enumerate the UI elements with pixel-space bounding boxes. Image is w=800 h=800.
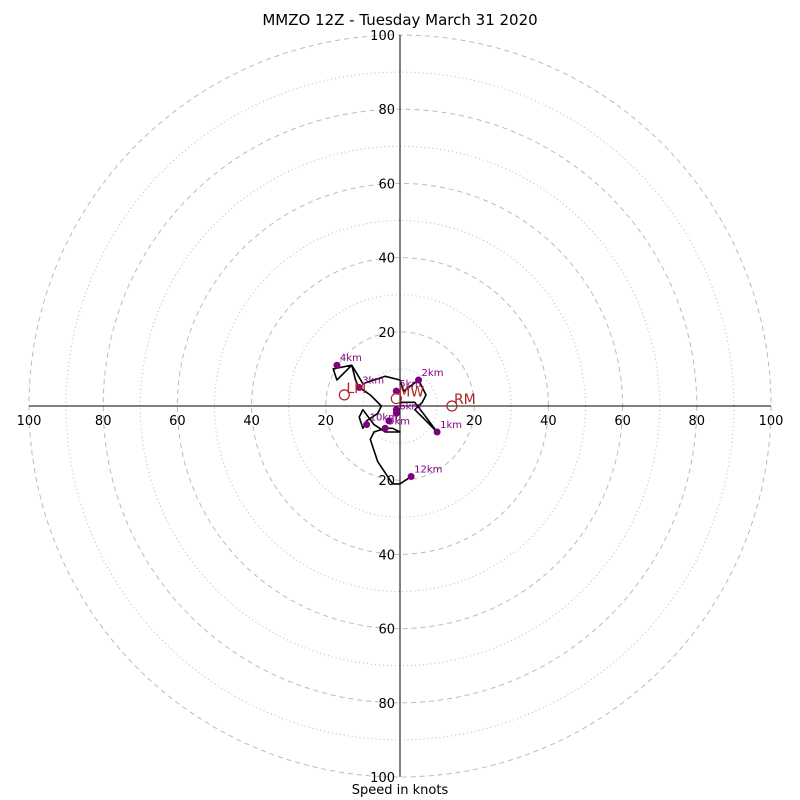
tick-label-top-20: 20 xyxy=(378,326,395,341)
storm-motion-label-MW: MW xyxy=(398,385,424,401)
tick-label-top-60: 60 xyxy=(378,177,395,192)
tick-label-right-80: 80 xyxy=(689,414,706,429)
tick-label-left-40: 40 xyxy=(243,414,260,429)
height-marker-3km xyxy=(355,383,363,391)
height-marker-1km xyxy=(433,428,441,436)
tick-label-left-80: 80 xyxy=(95,414,112,429)
storm-motion-label-RM: RM xyxy=(454,392,476,408)
height-label-3km: 3km xyxy=(362,375,384,386)
tick-label-right-40: 40 xyxy=(540,414,557,429)
wind-trace-line xyxy=(332,364,438,485)
tick-label-bottom-40: 40 xyxy=(378,548,395,563)
height-label-10km: 10km xyxy=(370,413,398,424)
axes xyxy=(29,35,771,777)
height-label-4km: 4km xyxy=(340,353,362,364)
height-label-2km: 2km xyxy=(422,368,444,379)
storm-motion-markers: LM MW RM xyxy=(338,381,476,412)
height-marker-9km xyxy=(381,424,389,432)
height-label-5km: 5km xyxy=(399,379,421,390)
tick-label-right-20: 20 xyxy=(466,414,483,429)
storm-motion-marker-MW xyxy=(390,392,402,405)
tick-label-left-20: 20 xyxy=(318,414,335,429)
height-marker-5km xyxy=(392,387,400,395)
tick-label-right-100: 100 xyxy=(759,414,784,429)
height-marker-10km xyxy=(363,421,371,429)
height-label-12km: 12km xyxy=(414,464,442,475)
height-label-6km: 6km xyxy=(399,401,421,412)
tick-label-bottom-20: 20 xyxy=(378,474,395,489)
height-marker-12km xyxy=(407,472,415,480)
height-marker-2km xyxy=(415,376,423,384)
tick-label-top-40: 40 xyxy=(378,252,395,267)
storm-motion-marker-RM xyxy=(446,400,458,412)
tick-label-bottom-60: 60 xyxy=(378,623,395,638)
chart-title: MMZO 12Z - Tuesday March 31 2020 xyxy=(262,11,538,29)
tick-label-right-60: 60 xyxy=(614,414,631,429)
storm-motion-marker-LM xyxy=(338,389,350,401)
height-marker-extra-1 xyxy=(385,417,393,425)
height-label-9km: 9km xyxy=(388,416,410,427)
tick-label-bottom-100: 100 xyxy=(370,771,395,786)
tick-label-top-80: 80 xyxy=(378,103,395,118)
height-label-1km: 1km xyxy=(440,420,462,431)
tick-label-top-100: 100 xyxy=(370,29,395,44)
tick-label-left-60: 60 xyxy=(169,414,186,429)
height-marker-extra-0 xyxy=(392,406,400,414)
x-axis-label: Speed in knots xyxy=(351,783,449,798)
tick-labels: 100 100 100 100 80 80 80 80 60 60 60 60 40 40 40 40 20 20… xyxy=(17,29,784,786)
wind-trace xyxy=(332,364,438,485)
tick-label-bottom-80: 80 xyxy=(378,697,395,712)
height-marker-4km xyxy=(333,361,341,369)
storm-motion-label-LM: LM xyxy=(346,381,366,397)
tick-label-left-100: 100 xyxy=(17,414,42,429)
